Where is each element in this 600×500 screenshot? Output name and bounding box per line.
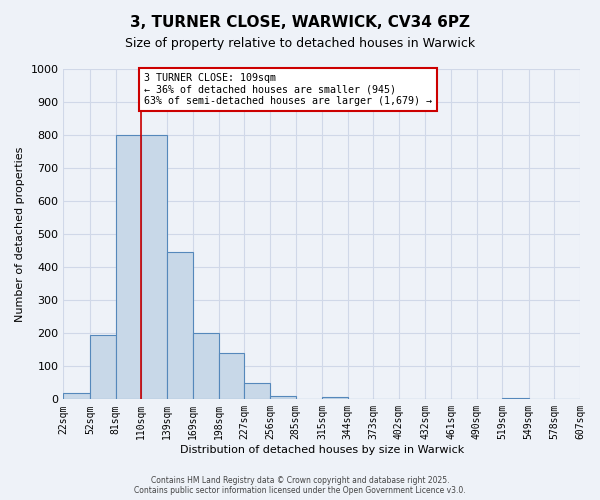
Bar <box>270 396 296 400</box>
Bar <box>141 135 167 400</box>
Bar <box>167 252 193 400</box>
Bar <box>502 398 529 400</box>
Bar <box>64 392 90 400</box>
Text: Size of property relative to detached houses in Warwick: Size of property relative to detached ho… <box>125 38 475 51</box>
Bar <box>219 353 244 400</box>
Bar <box>90 335 116 400</box>
Bar <box>116 135 141 400</box>
Text: 3, TURNER CLOSE, WARWICK, CV34 6PZ: 3, TURNER CLOSE, WARWICK, CV34 6PZ <box>130 15 470 30</box>
Bar <box>193 334 219 400</box>
Bar <box>322 396 348 400</box>
Y-axis label: Number of detached properties: Number of detached properties <box>15 146 25 322</box>
X-axis label: Distribution of detached houses by size in Warwick: Distribution of detached houses by size … <box>179 445 464 455</box>
Text: 3 TURNER CLOSE: 109sqm
← 36% of detached houses are smaller (945)
63% of semi-de: 3 TURNER CLOSE: 109sqm ← 36% of detached… <box>144 73 432 106</box>
Bar <box>244 384 270 400</box>
Text: Contains HM Land Registry data © Crown copyright and database right 2025.
Contai: Contains HM Land Registry data © Crown c… <box>134 476 466 495</box>
